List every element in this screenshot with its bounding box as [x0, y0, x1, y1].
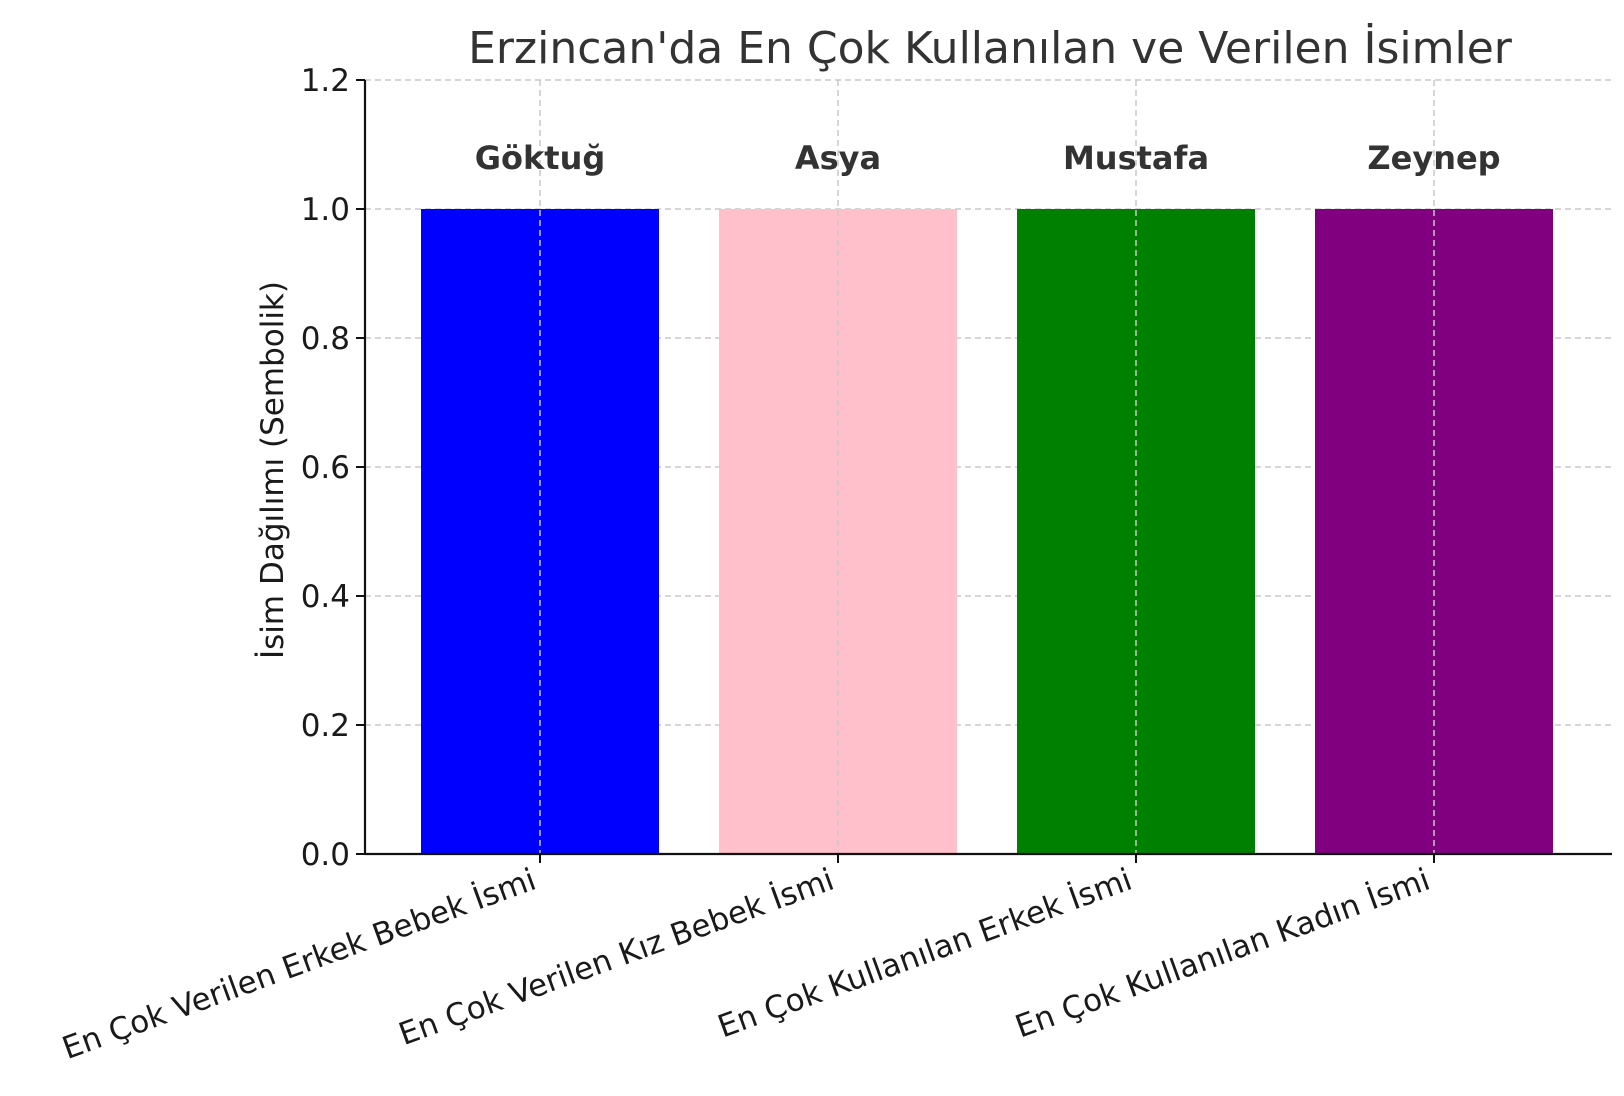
bar-name-label: Asya [795, 139, 881, 177]
bar-name-label: Zeynep [1367, 139, 1500, 177]
y-tick-label: 0.8 [301, 321, 350, 357]
axis-layer: 0.0 0.2 0.4 0.6 0.8 1.0 1.2 [301, 63, 1612, 873]
x-grid-layer [539, 80, 1435, 854]
bar-name-label: Mustafa [1063, 139, 1209, 177]
y-tick-label: 0.0 [301, 837, 350, 873]
chart-title: Erzincan'da En Çok Kullanılan ve Verilen… [468, 22, 1513, 74]
y-tick-label: 0.6 [301, 450, 350, 486]
y-tick-label: 1.2 [301, 63, 350, 99]
bar-name-label: Göktuğ [475, 139, 606, 177]
y-tick-label: 0.2 [301, 708, 350, 744]
y-axis-label: İsim Dağılımı (Sembolik) [255, 281, 291, 659]
y-tick-label: 0.4 [301, 579, 350, 615]
y-tick-label: 1.0 [301, 192, 350, 228]
